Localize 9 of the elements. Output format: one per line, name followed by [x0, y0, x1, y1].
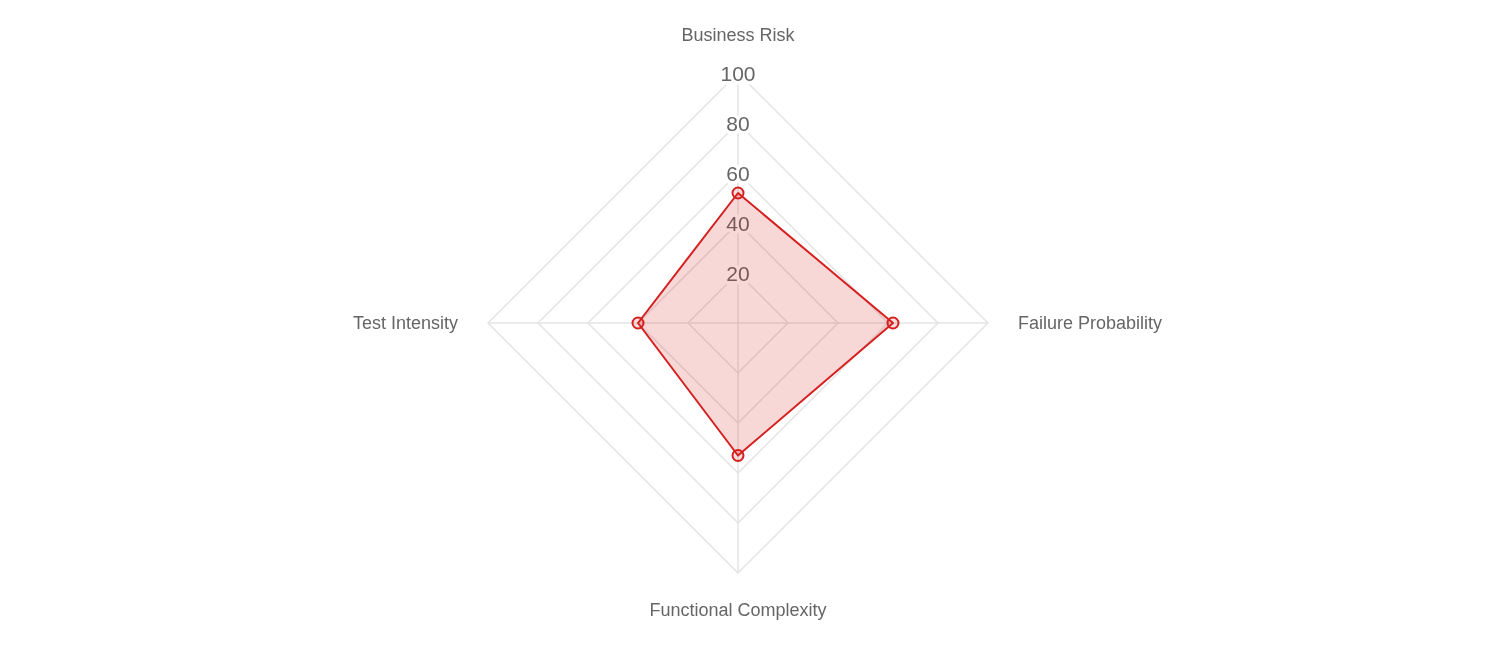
- y-tick-label: 60: [726, 161, 750, 185]
- y-tick-label: 40: [726, 211, 750, 235]
- y-tick-label: 80: [726, 111, 750, 135]
- y-tick-label: 20: [726, 261, 750, 285]
- spoke-label: Failure Probability: [1018, 313, 1163, 333]
- y-tick-label: 100: [720, 61, 756, 85]
- spoke-label: Functional Complexity: [649, 600, 827, 620]
- spoke-label: Test Intensity: [352, 313, 458, 333]
- spoke-label: Business Risk: [681, 25, 796, 45]
